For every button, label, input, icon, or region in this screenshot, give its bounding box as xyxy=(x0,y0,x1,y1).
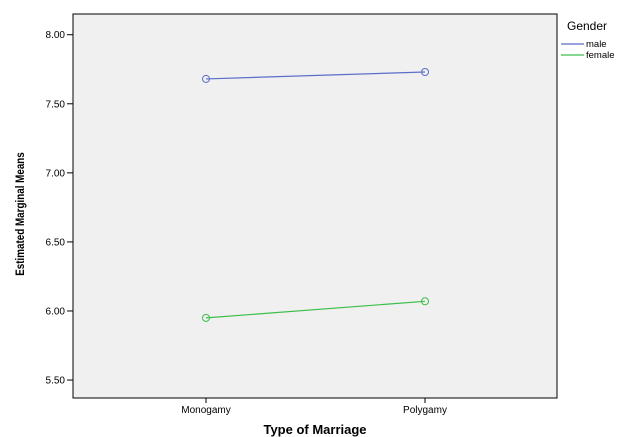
series-line-female xyxy=(205,300,426,319)
y-tick-label: 6.00 xyxy=(46,306,66,317)
data-point-female xyxy=(202,313,210,322)
y-tick-label: 8.00 xyxy=(46,30,66,41)
legend-label-female: female xyxy=(586,50,615,61)
y-tick-label: 7.50 xyxy=(46,99,66,110)
y-tick-label: 6.50 xyxy=(46,237,66,248)
y-tick-label: 7.00 xyxy=(46,168,66,179)
y-tick-label: 5.50 xyxy=(46,376,66,387)
plot-area xyxy=(72,13,558,399)
x-tick-label: Monogamy xyxy=(181,405,230,416)
x-axis-title: Type of Marriage xyxy=(263,422,366,437)
y-axis-title: Estimated Marginal Means xyxy=(14,152,27,276)
x-axis: Monogamy Polygamy xyxy=(181,398,447,416)
y-axis: 5.50 6.00 6.50 7.00 7.50 8.00 xyxy=(46,30,73,387)
data-point-male xyxy=(202,74,210,83)
x-tick-label: Polygamy xyxy=(403,405,447,416)
data-point-female xyxy=(421,297,429,306)
series-layer xyxy=(202,68,429,322)
series-line-male xyxy=(205,71,426,80)
data-point-male xyxy=(421,68,429,77)
legend-title: Gender xyxy=(567,19,607,33)
legend-label-male: male xyxy=(586,39,607,50)
